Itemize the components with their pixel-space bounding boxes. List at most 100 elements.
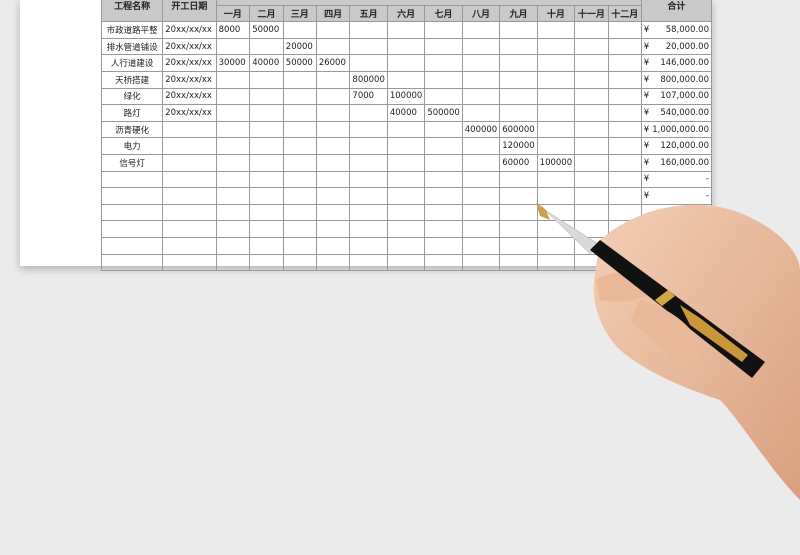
month-value-cell[interactable] <box>249 187 284 205</box>
month-value-cell[interactable] <box>249 137 284 155</box>
month-value-cell[interactable] <box>386 203 426 222</box>
month-value-cell[interactable] <box>282 170 317 189</box>
start-date-cell[interactable]: 20xx/xx/xx <box>162 37 217 56</box>
month-value-cell[interactable] <box>249 253 284 272</box>
month-value-cell[interactable]: 500000 <box>424 104 463 122</box>
month-value-cell[interactable] <box>215 236 251 255</box>
month-value-cell[interactable] <box>424 21 463 39</box>
month-value-cell[interactable] <box>315 236 351 255</box>
start-date-cell[interactable] <box>162 153 217 172</box>
project-name-cell[interactable]: 电力 <box>100 137 164 155</box>
month-value-cell[interactable] <box>424 153 463 172</box>
month-value-cell[interactable] <box>315 87 351 106</box>
month-value-cell[interactable] <box>386 137 426 155</box>
month-value-cell[interactable] <box>282 253 317 272</box>
month-value-cell[interactable] <box>215 220 251 238</box>
month-value-cell[interactable] <box>461 220 501 238</box>
start-date-cell[interactable] <box>162 203 217 222</box>
month-value-cell[interactable] <box>574 253 609 272</box>
month-value-cell[interactable]: 120000 <box>499 137 538 155</box>
month-value-cell[interactable] <box>215 153 251 172</box>
month-value-cell[interactable] <box>574 120 609 139</box>
month-value-cell[interactable] <box>282 153 317 172</box>
start-date-cell[interactable] <box>162 253 217 272</box>
month-value-cell[interactable] <box>386 21 426 39</box>
month-value-cell[interactable] <box>249 70 284 89</box>
month-value-cell[interactable] <box>282 21 317 39</box>
month-value-cell[interactable] <box>499 104 538 122</box>
month-value-cell[interactable] <box>215 170 251 189</box>
month-value-cell[interactable] <box>282 120 317 139</box>
start-date-cell[interactable] <box>162 137 217 155</box>
month-value-cell[interactable]: 50000 <box>282 54 317 72</box>
month-value-cell[interactable] <box>536 137 576 155</box>
month-value-cell[interactable] <box>349 220 388 238</box>
start-date-cell[interactable]: 20xx/xx/xx <box>162 70 217 89</box>
month-value-cell[interactable] <box>424 54 463 72</box>
month-value-cell[interactable] <box>315 170 351 189</box>
month-value-cell[interactable]: 50000 <box>249 21 284 39</box>
month-value-cell[interactable] <box>574 187 609 205</box>
month-value-cell[interactable] <box>249 236 284 255</box>
month-value-cell[interactable] <box>499 170 538 189</box>
month-value-cell[interactable] <box>499 37 538 56</box>
month-value-cell[interactable] <box>499 87 538 106</box>
month-value-cell[interactable] <box>282 220 317 238</box>
month-value-cell[interactable] <box>315 220 351 238</box>
project-name-cell[interactable] <box>100 203 164 222</box>
month-value-cell[interactable] <box>574 137 609 155</box>
month-value-cell[interactable] <box>349 203 388 222</box>
month-value-cell[interactable]: 60000 <box>499 153 538 172</box>
month-value-cell[interactable] <box>607 87 642 106</box>
month-value-cell[interactable] <box>315 153 351 172</box>
month-value-cell[interactable] <box>349 253 388 272</box>
start-date-cell[interactable]: 20xx/xx/xx <box>162 54 217 72</box>
project-name-cell[interactable]: 信号灯 <box>100 153 164 172</box>
total-cell[interactable]: ¥146,000.00 <box>640 54 713 72</box>
month-value-cell[interactable] <box>249 37 284 56</box>
month-value-cell[interactable] <box>215 203 251 222</box>
month-value-cell[interactable] <box>536 37 576 56</box>
month-value-cell[interactable] <box>349 104 388 122</box>
month-value-cell[interactable] <box>607 21 642 39</box>
month-value-cell[interactable]: 30000 <box>215 54 251 72</box>
month-value-cell[interactable] <box>424 187 463 205</box>
month-value-cell[interactable] <box>386 70 426 89</box>
month-value-cell[interactable] <box>424 87 463 106</box>
month-value-cell[interactable] <box>215 187 251 205</box>
month-value-cell[interactable] <box>282 104 317 122</box>
month-value-cell[interactable] <box>349 120 388 139</box>
total-cell[interactable]: ¥540,000.00 <box>640 104 713 122</box>
month-value-cell[interactable] <box>574 37 609 56</box>
month-value-cell[interactable] <box>249 120 284 139</box>
month-value-cell[interactable] <box>386 153 426 172</box>
month-value-cell[interactable]: 8000 <box>215 21 251 39</box>
month-value-cell[interactable]: 100000 <box>536 153 576 172</box>
month-value-cell[interactable] <box>574 87 609 106</box>
month-value-cell[interactable] <box>315 120 351 139</box>
month-value-cell[interactable] <box>315 37 351 56</box>
month-value-cell[interactable] <box>536 253 576 272</box>
month-value-cell[interactable] <box>536 104 576 122</box>
month-value-cell[interactable]: 100000 <box>386 87 426 106</box>
total-cell[interactable] <box>640 236 713 255</box>
month-value-cell[interactable] <box>607 253 642 272</box>
month-value-cell[interactable]: 800000 <box>349 70 388 89</box>
month-value-cell[interactable] <box>215 87 251 106</box>
month-value-cell[interactable] <box>349 37 388 56</box>
month-value-cell[interactable] <box>574 236 609 255</box>
month-value-cell[interactable] <box>386 37 426 56</box>
month-value-cell[interactable] <box>607 153 642 172</box>
project-name-cell[interactable] <box>100 236 164 255</box>
project-name-cell[interactable]: 路灯 <box>100 104 164 122</box>
month-value-cell[interactable] <box>574 153 609 172</box>
month-value-cell[interactable] <box>536 220 576 238</box>
month-value-cell[interactable] <box>386 187 426 205</box>
month-value-cell[interactable] <box>607 170 642 189</box>
start-date-cell[interactable]: 20xx/xx/xx <box>162 21 217 39</box>
total-cell[interactable]: ¥120,000.00 <box>640 137 713 155</box>
month-value-cell[interactable] <box>461 87 501 106</box>
month-value-cell[interactable] <box>282 87 317 106</box>
project-name-cell[interactable]: 天桥搭建 <box>100 70 164 89</box>
month-value-cell[interactable] <box>215 253 251 272</box>
